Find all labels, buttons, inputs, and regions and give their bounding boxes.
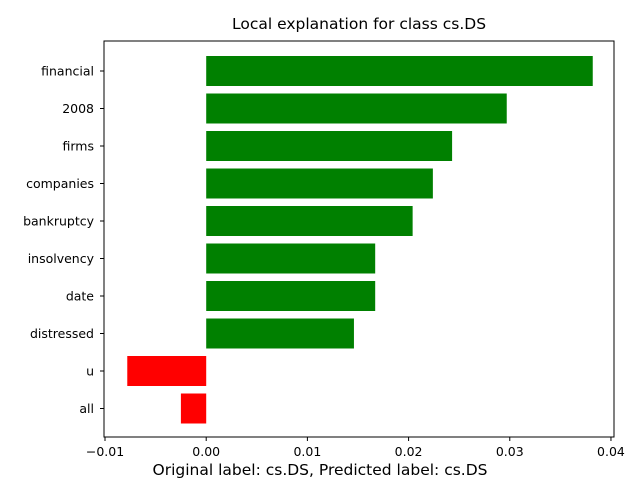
chart-title: Local explanation for class cs.DS xyxy=(232,15,486,33)
y-tick-label: u xyxy=(86,364,94,379)
y-tick-label: financial xyxy=(41,64,94,79)
x-tick-label: 0.02 xyxy=(395,444,423,459)
y-tick-label: date xyxy=(66,289,94,304)
y-axis-ticks: financial 2008 firms companies bankruptcy ins… xyxy=(23,64,104,416)
bar-financial xyxy=(206,56,593,86)
bar-2008 xyxy=(206,93,507,124)
bar-date xyxy=(206,281,376,311)
y-tick-label: insolvency xyxy=(28,251,95,266)
y-tick-label: all xyxy=(79,401,94,416)
x-tick-label: 0.04 xyxy=(597,444,625,459)
bars-group xyxy=(127,56,593,424)
y-tick-label: 2008 xyxy=(62,101,94,116)
y-tick-label: distressed xyxy=(30,326,94,341)
x-axis-label: Original label: cs.DS, Predicted label: … xyxy=(153,461,488,479)
y-tick-label: bankruptcy xyxy=(23,214,95,229)
x-tick-label: 0.01 xyxy=(293,444,321,459)
bar-firms xyxy=(206,131,453,161)
bar-all xyxy=(180,393,207,424)
bar-u xyxy=(127,356,207,386)
x-tick-label: 0.00 xyxy=(192,444,220,459)
bar-insolvency xyxy=(206,243,376,274)
bar-distressed xyxy=(206,318,354,349)
x-tick-label: 0.03 xyxy=(496,444,524,459)
y-tick-label: companies xyxy=(26,176,94,191)
plot-frame xyxy=(103,40,615,438)
y-tick-label: firms xyxy=(63,139,94,154)
bar-bankruptcy xyxy=(206,206,413,236)
x-axis-ticks: −0.01 0.00 0.01 0.02 0.03 0.04 xyxy=(86,437,625,459)
bar-companies xyxy=(206,168,433,199)
x-tick-label: −0.01 xyxy=(86,444,124,459)
